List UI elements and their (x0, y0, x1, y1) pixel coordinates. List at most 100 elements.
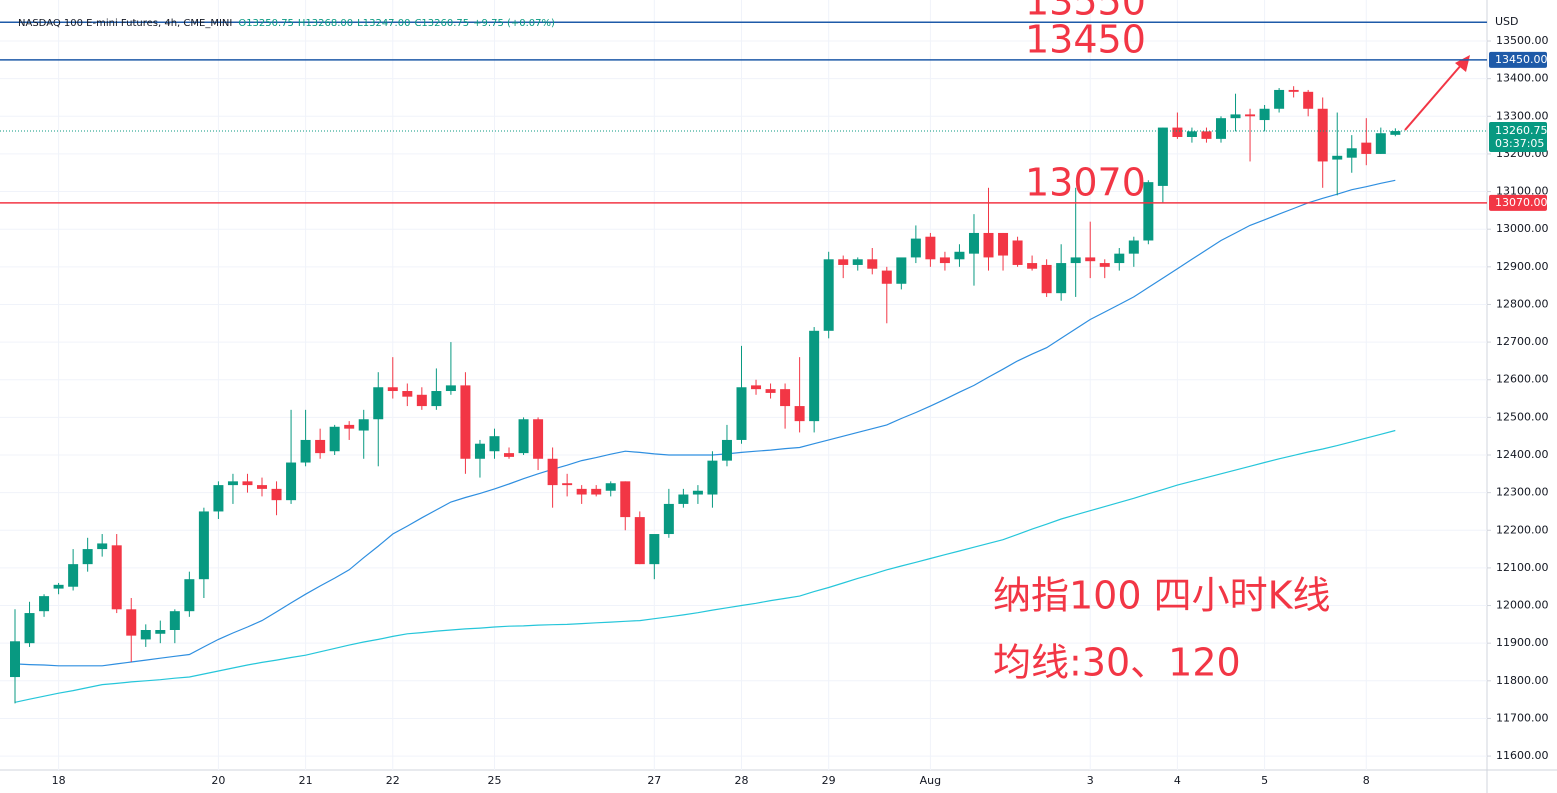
candle-body (736, 387, 747, 440)
candle-body (53, 584, 64, 589)
candle-body (751, 385, 762, 390)
candle-body (620, 481, 631, 518)
candle-body (97, 543, 108, 550)
price-tag (1489, 194, 1547, 211)
candle-body (794, 406, 805, 422)
candle-body (809, 330, 820, 422)
candle-body (852, 259, 863, 265)
y-tick-label: 12700.00 (1496, 335, 1549, 348)
x-tick-label: 3 (1087, 774, 1094, 787)
candle-body (1186, 131, 1197, 137)
candle-body (983, 232, 994, 258)
x-tick-label: 28 (735, 774, 749, 787)
y-tick-label: 11700.00 (1496, 711, 1549, 724)
candle-body (1215, 118, 1226, 139)
candle-body (1157, 127, 1168, 186)
last-price-tag (1489, 122, 1547, 153)
candle-body (721, 439, 732, 461)
candle-body (881, 270, 892, 284)
candle-body (896, 257, 907, 284)
y-tick-label: 13300.00 (1496, 109, 1549, 122)
candle-body (692, 490, 703, 495)
candle-body (1230, 114, 1241, 119)
candle-body (227, 481, 238, 486)
y-tick-label: 12900.00 (1496, 260, 1549, 273)
candle-body (780, 389, 791, 407)
line-annotation: 13550 (1025, 0, 1146, 24)
y-tick-label: 11900.00 (1496, 636, 1549, 649)
y-tick-label: 12100.00 (1496, 561, 1549, 574)
candle-body (504, 453, 515, 457)
candle-body (518, 419, 529, 454)
ohlc-open: O13250.75 (238, 18, 294, 29)
candle-body (925, 236, 936, 260)
candle-body (576, 488, 587, 495)
candle-body (24, 613, 35, 644)
candle-body (533, 419, 544, 459)
header: NASDAQ 100 E-mini Futures, 4h, CME_MINI O… (18, 18, 555, 29)
price-tag (1489, 51, 1547, 68)
candle-body (140, 630, 151, 640)
candle-body (1027, 263, 1038, 269)
candle-body (242, 481, 253, 486)
x-tick-label: 25 (487, 774, 501, 787)
candle-body (198, 511, 209, 580)
candle-body (126, 609, 137, 636)
x-tick-label: 22 (386, 774, 400, 787)
ohlc-low: L13247.00 (357, 18, 410, 29)
candle-body (663, 503, 674, 535)
candle-body (765, 389, 776, 393)
candle-body (257, 485, 268, 489)
candle-body (474, 443, 485, 459)
annotation: 均线:30、120 (993, 641, 1241, 685)
candle-body (286, 462, 297, 501)
arrow (1404, 63, 1463, 131)
candle-body (68, 564, 79, 587)
candle-body (1201, 131, 1212, 139)
candle-body (184, 579, 195, 612)
candle-body (649, 534, 660, 565)
x-tick-label: 21 (299, 774, 313, 787)
price-tag-label: 13450.00 (1495, 53, 1548, 66)
x-tick-label: 29 (822, 774, 836, 787)
candle-body (1303, 91, 1314, 109)
price-tag-label: 13070.00 (1495, 196, 1548, 209)
candle-body (968, 232, 979, 254)
candle-body (707, 460, 718, 495)
x-tick-label: 18 (52, 774, 66, 787)
candle-body (1070, 257, 1081, 264)
annotation: 纳指100 四小时K线 (993, 574, 1331, 618)
x-tick-label: 5 (1261, 774, 1268, 787)
candle-body (939, 257, 950, 264)
line-annotation: 13070 (1025, 160, 1146, 204)
candle-body (1143, 182, 1154, 241)
candle-body (489, 436, 500, 452)
x-tick-label: Aug (920, 774, 941, 787)
candle-body (1114, 253, 1125, 264)
candle-body (1390, 131, 1401, 135)
ohlc-high: H13268.00 (298, 18, 353, 29)
candle-body (39, 596, 50, 612)
currency: USD (1495, 15, 1519, 28)
candle-body (300, 439, 311, 463)
candle-body (998, 232, 1009, 256)
y-tick-label: 13400.00 (1496, 72, 1549, 85)
candle-body (1375, 133, 1386, 154)
candle-body (271, 488, 282, 501)
candle-body (82, 549, 93, 565)
y-tick-label: 12500.00 (1496, 410, 1549, 423)
candle-body (1099, 263, 1110, 267)
ma-line (14, 429, 1396, 703)
y-tick-label: 11600.00 (1496, 749, 1549, 762)
ohlc-close: C13260.75 (414, 18, 469, 29)
countdown: 03:37:05 (1495, 137, 1544, 150)
candle-body (10, 641, 20, 678)
candle-body (1012, 240, 1023, 265)
candle-body (634, 517, 645, 565)
candle-body (213, 485, 224, 512)
candle-body (169, 611, 180, 630)
y-tick-label: 12300.00 (1496, 486, 1549, 499)
candle-body (1332, 155, 1343, 160)
